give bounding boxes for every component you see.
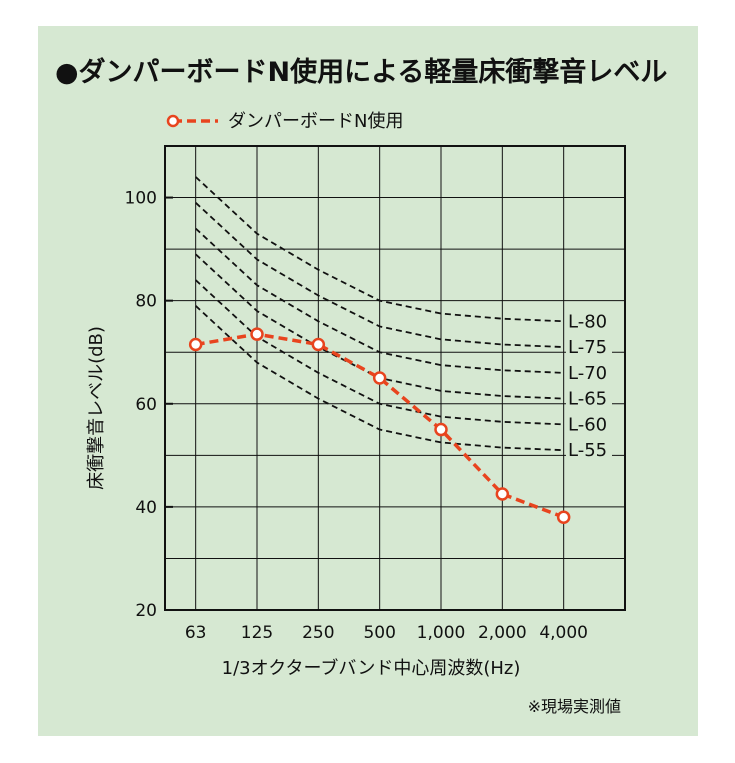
data-point — [495, 487, 510, 501]
reference-curve — [195, 176, 564, 323]
x-tick-label: 2,000 — [478, 623, 527, 643]
data-point — [372, 371, 387, 385]
legend-label: ダンパーボードN使用 — [228, 111, 403, 132]
curve-label: L-65 — [568, 389, 607, 410]
curve-label-bg — [566, 360, 612, 384]
curve-label: L-55 — [568, 440, 607, 461]
chart: ●ダンパーボードN使用による軽量床衝撃音レベル ダンパーボードN使用 20 40 6… — [55, 56, 667, 716]
data-point — [311, 337, 326, 352]
x-tick-label: 4,000 — [539, 623, 588, 643]
curve-label-bg — [566, 412, 612, 436]
curve-label-bg — [566, 438, 612, 462]
data-point — [556, 510, 571, 524]
legend-marker — [166, 114, 180, 128]
x-tick-label: 1,000 — [417, 623, 466, 643]
y-tick-label: 80 — [135, 292, 157, 312]
x-axis-title: 1/3オクターブバンド中心周波数(Hz) — [222, 657, 521, 679]
footnote: ※現場実測値 — [528, 697, 621, 716]
y-axis-title: 床衝撃音レベル(dB) — [86, 326, 107, 490]
data-point — [188, 337, 203, 352]
plot-frame — [164, 145, 626, 611]
y-tick-label: 100 — [125, 189, 157, 209]
y-tick-label: 20 — [135, 601, 157, 621]
reference-curve — [195, 202, 564, 348]
data-point — [250, 327, 264, 341]
chart-panel: ●ダンパーボードN使用による軽量床衝撃音レベル ダンパーボードN使用 20 40 6… — [38, 26, 698, 736]
x-tick-label: 250 — [302, 623, 334, 643]
curve-label: L-60 — [568, 414, 607, 435]
curve-label: L-75 — [568, 337, 607, 358]
curve-label-bg — [566, 335, 612, 359]
curve-label-bg — [566, 386, 612, 410]
x-tick-label: 125 — [241, 623, 273, 643]
curve-label-bg — [566, 309, 612, 333]
x-tick-label: 63 — [185, 623, 207, 643]
y-tick-label: 40 — [135, 498, 157, 518]
reference-curve — [195, 305, 564, 452]
curve-label: L-70 — [568, 363, 607, 384]
chart-title: ●ダンパーボードN使用による軽量床衝撃音レベル — [55, 56, 667, 88]
y-tick-label: 60 — [135, 395, 157, 415]
curve-label: L-80 — [568, 311, 607, 332]
legend: ダンパーボードN使用 — [166, 111, 403, 132]
x-tick-label: 500 — [363, 623, 395, 643]
reference-curve — [195, 227, 564, 374]
data-point — [434, 422, 448, 437]
